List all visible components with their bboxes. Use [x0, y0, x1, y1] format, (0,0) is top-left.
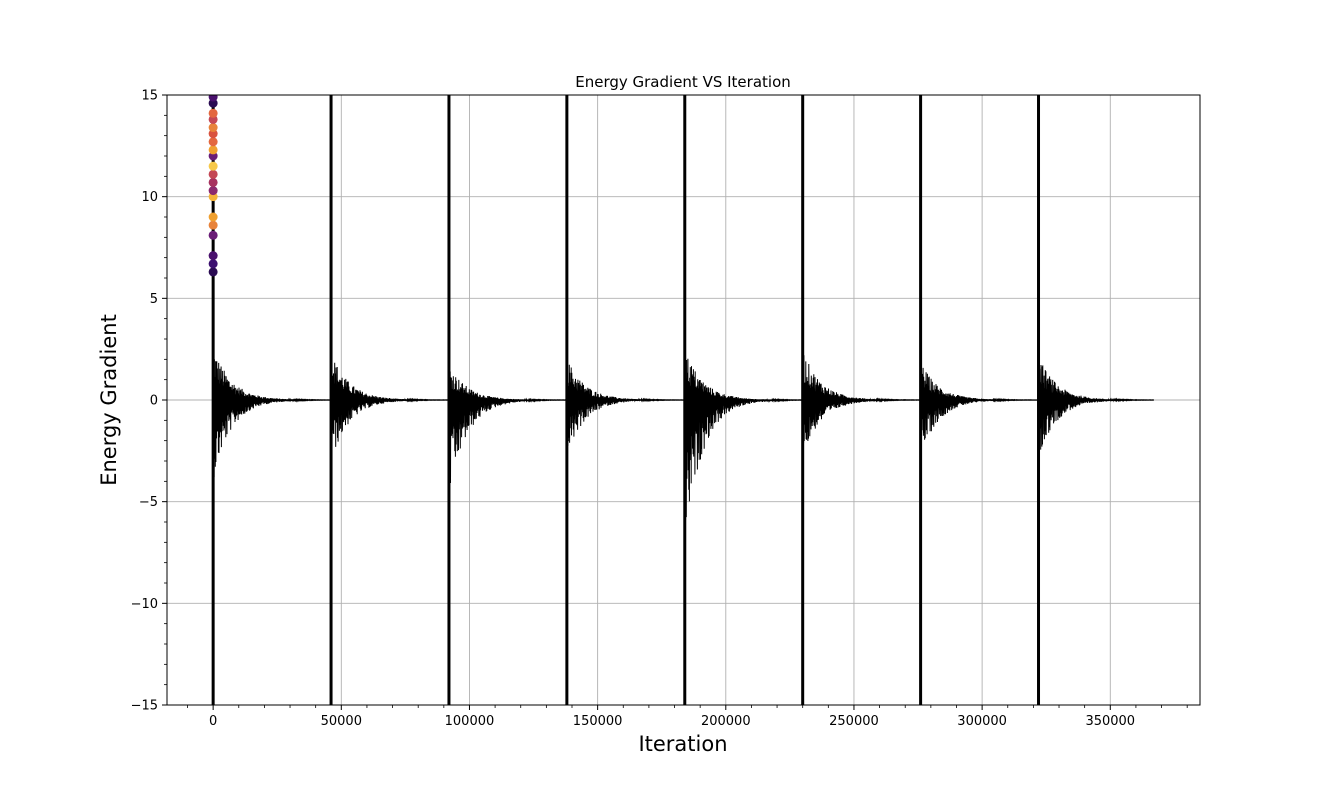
gradient-oscillation: [802, 355, 921, 456]
y-axis-label: Energy Gradient: [97, 314, 121, 486]
x-tick-label: 100000: [445, 714, 495, 729]
scatter-point: [208, 108, 218, 118]
x-tick-label: 50000: [321, 714, 362, 729]
x-tick-label: 350000: [1085, 714, 1135, 729]
y-tick-label: 15: [141, 89, 158, 104]
plot-area: [208, 95, 1154, 705]
x-tick-label: 300000: [957, 714, 1007, 729]
x-tick-label: 0: [209, 714, 217, 729]
scatter-point: [208, 212, 218, 222]
y-tick-label: −15: [131, 699, 158, 714]
scatter-point: [208, 259, 218, 269]
gradient-series: [211, 95, 1154, 705]
x-axis-ticks: 0 50000 100000 150000 200000 250000 300000 3500…: [187, 705, 1188, 729]
x-tick-label: 250000: [829, 714, 879, 729]
gradient-oscillation: [566, 364, 685, 446]
chart-title: Energy Gradient VS Iteration: [575, 73, 791, 91]
y-tick-label: 10: [141, 190, 158, 205]
y-tick-label: 0: [150, 394, 158, 409]
y-axis-ticks: −15 −10 −5 0 5 10 15: [131, 89, 167, 714]
scatter-point: [208, 267, 218, 277]
scatter-point: [208, 137, 218, 147]
scatter-point: [208, 95, 218, 102]
scatter-point: [208, 251, 218, 261]
scatter-point: [208, 220, 218, 230]
scatter-point: [208, 123, 218, 133]
scatter-point: [208, 169, 218, 179]
scatter-point: [208, 230, 218, 240]
gradient-oscillation: [1038, 357, 1154, 450]
x-axis-label: Iteration: [638, 732, 727, 756]
gradient-oscillation: [448, 371, 567, 484]
scatter-point: [208, 186, 218, 196]
y-tick-label: −5: [139, 495, 158, 510]
x-tick-label: 200000: [701, 714, 751, 729]
gradient-oscillation: [212, 357, 332, 478]
gradient-oscillation: [330, 362, 450, 452]
y-tick-label: 5: [150, 292, 158, 307]
gradient-oscillation: [684, 358, 803, 518]
y-tick-label: −10: [131, 597, 158, 612]
scatter-series: [208, 95, 218, 277]
scatter-point: [208, 177, 218, 187]
gradient-oscillation: [920, 367, 1039, 452]
scatter-point: [208, 161, 218, 171]
x-tick-label: 150000: [573, 714, 623, 729]
scatter-point: [208, 145, 218, 155]
